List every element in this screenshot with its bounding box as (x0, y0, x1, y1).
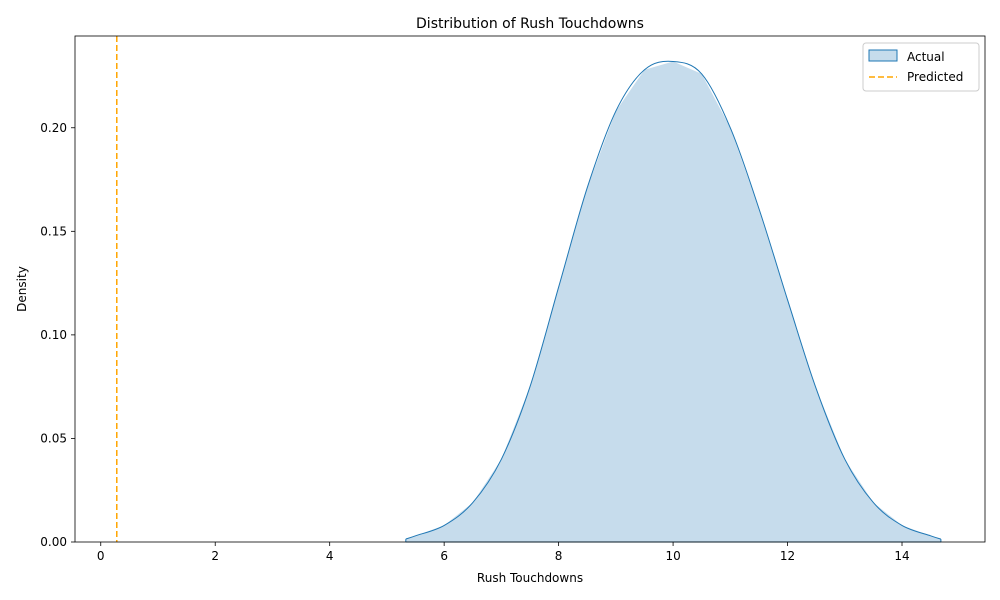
y-tick-label: 0.10 (40, 328, 67, 342)
x-axis-label: Rush Touchdowns (477, 571, 583, 585)
legend-label-predicted: Predicted (907, 70, 963, 84)
y-axis: 0.00 0.05 0.10 0.15 0.20 (40, 121, 75, 549)
chart-title: Distribution of Rush Touchdowns (416, 16, 644, 32)
x-tick-label: 2 (211, 549, 219, 563)
y-tick-label: 0.15 (40, 224, 67, 238)
y-tick-label: 0.20 (40, 121, 67, 135)
legend-swatch-actual (868, 49, 898, 62)
y-axis-label: Density (15, 266, 29, 312)
kde-area-actual (405, 61, 941, 542)
x-tick-label: 12 (780, 549, 795, 563)
x-tick-label: 10 (665, 549, 680, 563)
x-axis: 0 2 4 6 8 10 12 14 (97, 542, 910, 563)
axes-frame (74, 35, 986, 543)
plot-area (74, 35, 986, 543)
x-tick-label: 0 (97, 549, 105, 563)
legend-label-actual: Actual (907, 50, 945, 64)
y-tick-label: 0.00 (40, 535, 67, 549)
x-tick-label: 14 (894, 549, 909, 563)
x-tick-label: 4 (326, 549, 334, 563)
legend: Actual Predicted (862, 42, 980, 92)
x-tick-label: 8 (555, 549, 563, 563)
y-tick-label: 0.05 (40, 431, 67, 445)
x-tick-label: 6 (440, 549, 448, 563)
kde-line-actual (405, 60, 942, 540)
